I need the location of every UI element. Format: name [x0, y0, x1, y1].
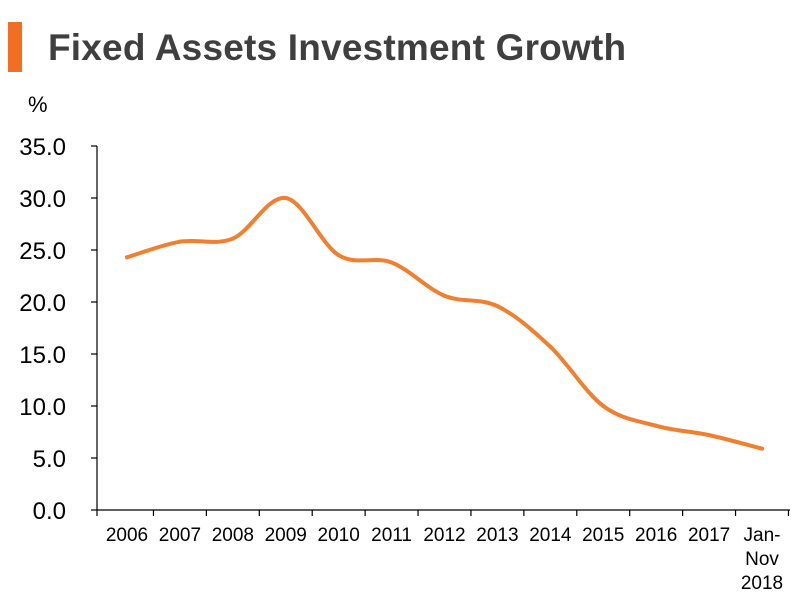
series-group — [125, 195, 764, 451]
x-tick-label-line: 2009 — [265, 525, 307, 546]
data-point-2011 — [389, 260, 394, 265]
x-tick-label: 2012 — [423, 525, 465, 546]
x-tick-label-line: Nov — [745, 549, 779, 570]
data-point-2007 — [177, 239, 182, 244]
data-point-2006 — [125, 255, 129, 260]
series-line — [125, 195, 764, 451]
x-tick-label: 2011 — [371, 525, 412, 546]
x-tick-label: 2014 — [529, 525, 572, 546]
x-tick-label-line: 2007 — [159, 525, 201, 546]
x-tick-label: 2015 — [582, 525, 624, 546]
x-tick-label: 2010 — [318, 525, 360, 546]
data-point-2008 — [230, 236, 235, 241]
data-point-2017 — [707, 433, 712, 438]
x-tick-label-line: 2006 — [106, 525, 148, 546]
x-tick-label-line: Jan- — [744, 525, 781, 546]
y-tick-label: 25.0 — [19, 238, 66, 265]
x-tick-label-line: 2018 — [741, 573, 783, 594]
x-tick-label: 2016 — [635, 525, 677, 546]
chart-title: Fixed Assets Investment Growth — [48, 27, 627, 68]
data-point-2010 — [336, 253, 341, 258]
x-tick-label-line: 2014 — [529, 525, 572, 546]
x-tick-label-line: 2013 — [476, 525, 518, 546]
data-point-2015 — [601, 404, 606, 408]
x-tick-label: 2007 — [159, 525, 201, 546]
data-point-2016 — [654, 423, 659, 428]
title-accent-bar — [8, 22, 22, 72]
data-point-2012 — [442, 293, 447, 298]
x-tick-label: Jan- Nov 2018 — [741, 525, 783, 594]
y-tick-label: 35.0 — [19, 134, 66, 161]
y-tick-label: 5.0 — [33, 446, 66, 473]
x-tick-label-line: 2010 — [318, 525, 360, 546]
y-axis-ticks: 0.0 5.0 10.0 15.0 20.0 25.0 30.0 35.0 — [19, 134, 97, 525]
data-point-2013 — [495, 304, 500, 309]
y-tick-label: 30.0 — [19, 186, 66, 213]
y-tick-label: 15.0 — [19, 342, 66, 369]
x-tick-label-line: 2011 — [371, 525, 412, 546]
y-tick-label: 0.0 — [33, 498, 66, 525]
data-point-2014 — [548, 344, 553, 349]
chart-axes — [96, 146, 790, 511]
data-point-jan-nov-2018 — [760, 446, 764, 451]
x-axis-ticks: 2006 2007 2008 2009 2010 2011 2012 2013 2014 2015… — [96, 510, 790, 594]
y-tick-label: 20.0 — [19, 290, 66, 317]
x-tick-label: 2006 — [106, 525, 148, 546]
x-tick-label-line: 2017 — [688, 525, 730, 546]
x-tick-label-line: 2016 — [635, 525, 677, 546]
x-tick-label: 2008 — [212, 525, 254, 546]
y-tick-label: 10.0 — [19, 394, 66, 421]
x-tick-label: 2013 — [476, 525, 518, 546]
data-point-2009 — [283, 196, 288, 200]
x-tick-label: 2017 — [688, 525, 730, 546]
x-tick-label-line: 2012 — [423, 525, 465, 546]
x-tick-label-line: 2015 — [582, 525, 624, 546]
x-tick-label-line: 2008 — [212, 525, 254, 546]
x-tick-label: 2009 — [265, 525, 307, 546]
y-axis-unit-label: % — [28, 92, 48, 117]
